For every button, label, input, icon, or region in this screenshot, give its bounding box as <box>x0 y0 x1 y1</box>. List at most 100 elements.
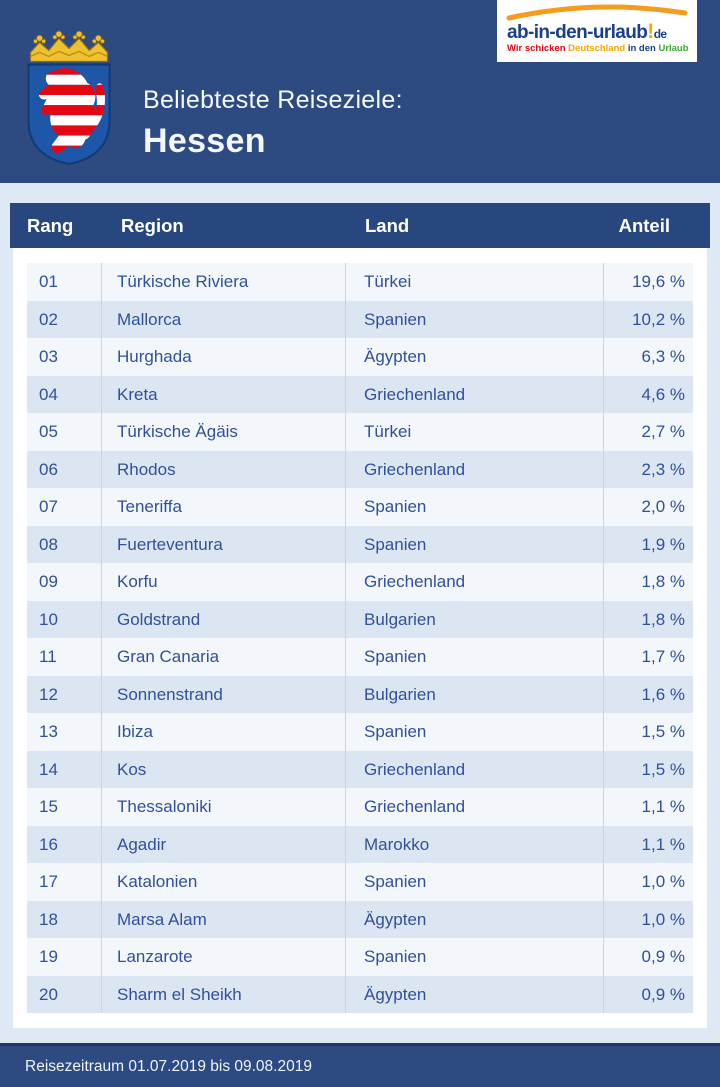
table-row: 16 Agadir Marokko 1,1 % <box>27 825 693 863</box>
cell-region: Sharm el Sheikh <box>102 975 346 1013</box>
column-header-rang: Rang <box>27 214 74 236</box>
table-row: 04 Kreta Griechenland 4,6 % <box>27 375 693 413</box>
cell-rank: 07 <box>27 488 102 526</box>
table-row: 15 Thessaloniki Griechenland 1,1 % <box>27 788 693 826</box>
cell-anteil: 10,2 % <box>632 309 685 329</box>
logo-tld: de <box>653 27 667 41</box>
table-row: 17 Katalonien Spanien 1,0 % <box>27 863 693 901</box>
table-row: 11 Gran Canaria Spanien 1,7 % <box>27 638 693 676</box>
logo-tagline: Wir schicken Deutschland in den Urlaub <box>507 43 689 54</box>
cell-region: Marsa Alam <box>102 900 346 938</box>
cell-anteil: 0,9 % <box>641 984 685 1004</box>
table-row: 02 Mallorca Spanien 10,2 % <box>27 300 693 338</box>
logo-wordmark: ab-in-den-urlaub!de <box>507 20 667 44</box>
table-row: 13 Ibiza Spanien 1,5 % <box>27 713 693 751</box>
tagline-part-3: in den <box>627 43 659 54</box>
cell-land: Spanien <box>346 638 604 676</box>
cell-region: Türkische Riviera <box>102 263 346 301</box>
table-row: 06 Rhodos Griechenland 2,3 % <box>27 450 693 488</box>
crown-icon <box>29 30 109 63</box>
hessen-coat-of-arms-icon <box>27 30 111 166</box>
cell-anteil: 1,7 % <box>641 647 685 666</box>
table-body: 01 Türkische Riviera Türkei 19,6 % 02 Mallorc… <box>27 263 693 1013</box>
table-row: 10 Goldstrand Bulgarien 1,8 % <box>27 600 693 638</box>
cell-land: Türkei <box>346 263 604 301</box>
cell-region: Rhodos <box>102 450 346 488</box>
table-row: 18 Marsa Alam Ägypten 1,0 % <box>27 900 693 938</box>
cell-rank: 10 <box>27 600 102 638</box>
cell-anteil: 19,6 % <box>632 272 685 291</box>
cell-land: Ägypten <box>346 975 604 1013</box>
title-block: Beliebteste Reiseziele: Hessen <box>143 86 403 161</box>
column-header-land: Land <box>365 214 410 236</box>
cell-region: Thessaloniki <box>102 788 346 826</box>
tagline-part-4: Urlaub <box>658 43 689 54</box>
cell-anteil: 2,7 % <box>641 422 685 441</box>
cell-region: Türkische Ägäis <box>102 413 346 451</box>
cell-rank: 01 <box>27 263 102 301</box>
cell-rank: 04 <box>27 375 102 413</box>
cell-anteil: 4,6 % <box>641 384 685 404</box>
cell-rank: 14 <box>27 750 102 788</box>
table-header-row: Rang Region Land Anteil <box>10 203 710 248</box>
header-banner: Beliebteste Reiseziele: Hessen ab-in-den… <box>0 0 720 183</box>
cell-region: Fuerteventura <box>102 525 346 563</box>
cell-rank: 08 <box>27 525 102 563</box>
cell-rank: 11 <box>27 638 102 676</box>
cell-region: Goldstrand <box>102 600 346 638</box>
cell-rank: 15 <box>27 788 102 826</box>
table-row: 08 Fuerteventura Spanien 1,9 % <box>27 525 693 563</box>
cell-land: Griechenland <box>346 375 604 413</box>
cell-rank: 12 <box>27 675 102 713</box>
cell-anteil: 2,0 % <box>641 497 685 516</box>
cell-region: Lanzarote <box>102 938 346 976</box>
cell-land: Spanien <box>346 488 604 526</box>
table-row: 03 Hurghada Ägypten 6,3 % <box>27 338 693 376</box>
logo-swoosh-icon <box>506 4 688 21</box>
cell-land: Spanien <box>346 863 604 901</box>
cell-rank: 16 <box>27 825 102 863</box>
cell-anteil: 1,9 % <box>641 534 685 554</box>
cell-land: Spanien <box>346 300 604 338</box>
cell-anteil: 0,9 % <box>641 947 685 966</box>
table-row: 14 Kos Griechenland 1,5 % <box>27 750 693 788</box>
travel-period-text: Reisezeitraum 01.07.2019 bis 09.08.2019 <box>25 1058 312 1075</box>
cell-land: Türkei <box>346 413 604 451</box>
cell-land: Marokko <box>346 825 604 863</box>
cell-rank: 05 <box>27 413 102 451</box>
cell-anteil: 1,0 % <box>641 909 685 929</box>
cell-rank: 09 <box>27 563 102 601</box>
tagline-part-1: Wir schicken <box>507 43 569 54</box>
cell-region: Kos <box>102 750 346 788</box>
cell-rank: 13 <box>27 713 102 751</box>
banner-subtitle: Beliebteste Reiseziele: <box>143 86 403 114</box>
table-row: 20 Sharm el Sheikh Ägypten 0,9 % <box>27 975 693 1013</box>
cell-land: Spanien <box>346 938 604 976</box>
cell-region: Mallorca <box>102 300 346 338</box>
cell-land: Griechenland <box>346 750 604 788</box>
cell-region: Korfu <box>102 563 346 601</box>
table-row: 12 Sonnenstrand Bulgarien 1,6 % <box>27 675 693 713</box>
cell-region: Hurghada <box>102 338 346 376</box>
logo-bang: ! <box>647 20 654 43</box>
cell-land: Griechenland <box>346 563 604 601</box>
table-row: 01 Türkische Riviera Türkei 19,6 % <box>27 263 693 301</box>
footer-bar: Reisezeitraum 01.07.2019 bis 09.08.2019 <box>0 1043 720 1087</box>
cell-land: Bulgarien <box>346 600 604 638</box>
cell-anteil: 1,8 % <box>641 609 685 629</box>
page-title: Hessen <box>143 122 266 160</box>
cell-anteil: 1,8 % <box>641 572 685 591</box>
ab-in-den-urlaub-logo: ab-in-den-urlaub!de Wir schicken Deutsch… <box>497 0 697 62</box>
cell-land: Ägypten <box>346 900 604 938</box>
table-row: 19 Lanzarote Spanien 0,9 % <box>27 938 693 976</box>
cell-region: Gran Canaria <box>102 638 346 676</box>
cell-rank: 02 <box>27 300 102 338</box>
cell-land: Ägypten <box>346 338 604 376</box>
cell-rank: 06 <box>27 450 102 488</box>
cell-region: Sonnenstrand <box>102 675 346 713</box>
cell-region: Agadir <box>102 825 346 863</box>
cell-anteil: 1,6 % <box>641 684 685 704</box>
table-row: 09 Korfu Griechenland 1,8 % <box>27 563 693 601</box>
table-row: 07 Teneriffa Spanien 2,0 % <box>27 488 693 526</box>
table-card: 01 Türkische Riviera Türkei 19,6 % 02 Mallorc… <box>13 248 707 1028</box>
